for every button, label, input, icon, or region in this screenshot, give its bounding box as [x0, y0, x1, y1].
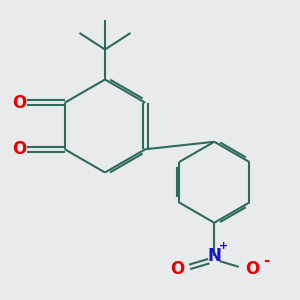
Text: N: N	[207, 247, 221, 265]
Text: O: O	[12, 94, 26, 112]
Text: O: O	[169, 260, 184, 278]
Text: O: O	[244, 260, 259, 278]
Text: +: +	[219, 241, 229, 251]
Text: O: O	[12, 140, 26, 158]
Text: -: -	[263, 253, 269, 268]
